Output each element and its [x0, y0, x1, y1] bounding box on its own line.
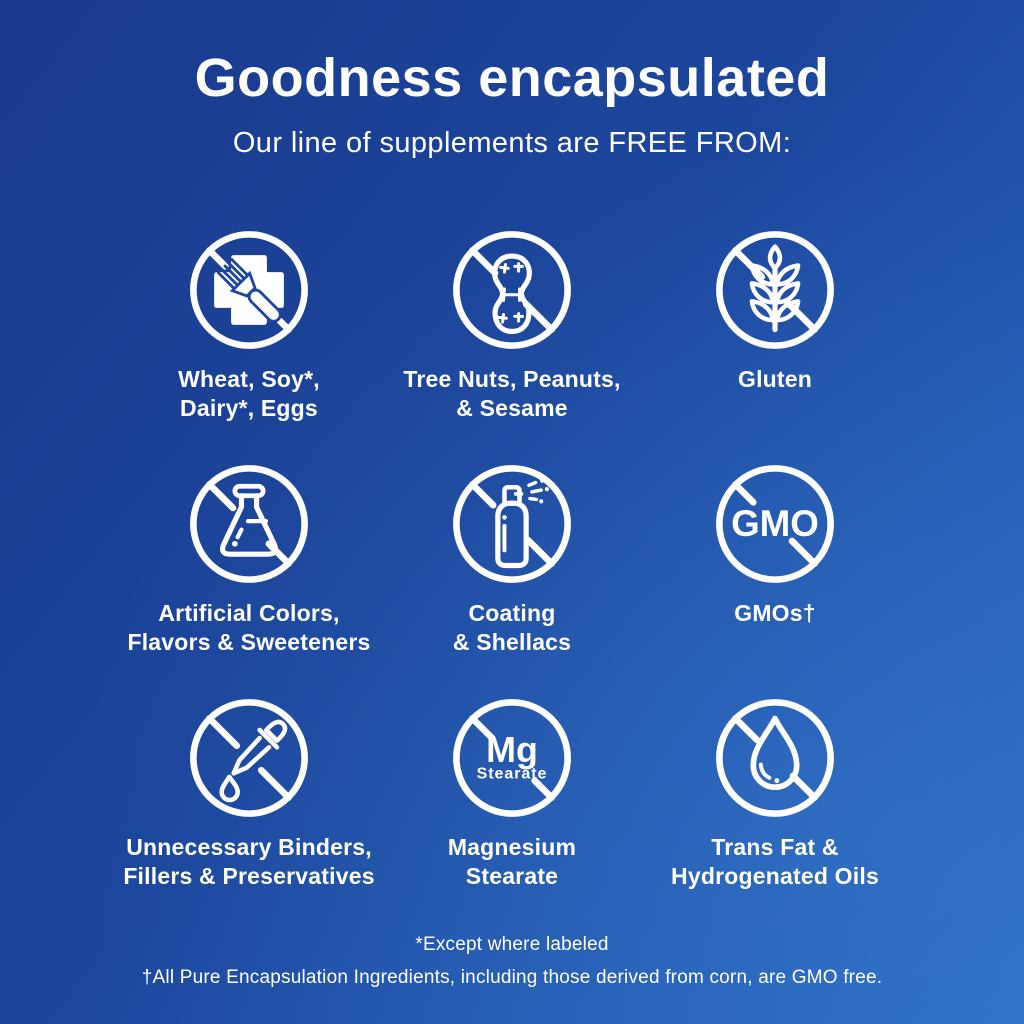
footnote-dagger: †All Pure Encapsulation Ingredients, inc… [141, 967, 883, 988]
mg-badge-subtext: Stearate [477, 764, 548, 782]
item-tree-nuts-peanuts-sesame: Tree Nuts, Peanuts, & Sesame [381, 224, 644, 458]
no-oil-drop-icon [716, 698, 834, 817]
item-label: Trans Fat & Hydrogenated Oils [671, 833, 879, 889]
item-label: GMOs† [734, 599, 816, 626]
item-label: Coating & Shellacs [452, 599, 572, 655]
no-peanut-icon [453, 230, 571, 349]
footnote-asterisk: *Except where labeled [415, 934, 609, 955]
item-gmos: GMO GMOs† [644, 458, 907, 692]
item-label: Gluten [737, 365, 813, 392]
item-unnecessary-binders-fillers-preservatives: Unnecessary Binders, Fillers & Preservat… [118, 692, 381, 926]
item-magnesium-stearate: Mg Stearate Magnesium Stearate [381, 692, 644, 926]
page-subtitle: Our line of supplements are FREE FROM: [232, 126, 792, 159]
item-label: Unnecessary Binders, Fillers & Preservat… [123, 833, 375, 889]
mg-badge-text: Mg [486, 729, 538, 769]
item-artificial-colors-flavors-sweeteners: Artificial Colors, Flavors & Sweeteners [118, 458, 381, 692]
item-coating-shellacs: Coating & Shellacs [381, 458, 644, 692]
item-gluten: Gluten [644, 224, 907, 458]
no-spray-can-icon [453, 464, 571, 583]
no-dropper-icon [190, 698, 308, 817]
no-flask-icon [190, 464, 308, 583]
item-wheat-soy-dairy-eggs: Wheat, Soy*, Dairy*, Eggs [118, 224, 381, 458]
footnotes: *Except where labeled †All Pure Encapsul… [0, 934, 1024, 1000]
item-trans-fat-hydrogenated-oils: Trans Fat & Hydrogenated Oils [644, 692, 907, 926]
item-label: Magnesium Stearate [447, 833, 577, 889]
page-title: Goodness encapsulated [194, 48, 830, 108]
no-gmo-icon: GMO [716, 464, 834, 583]
free-from-grid: Wheat, Soy*, Dairy*, Eggs Tree Nuts, Pea… [117, 224, 907, 926]
header: Goodness encapsulated Our line of supple… [0, 0, 1024, 160]
item-label: Artificial Colors, Flavors & Sweeteners [127, 599, 371, 655]
no-mg-stearate-icon: Mg Stearate [453, 698, 571, 817]
item-label: Tree Nuts, Peanuts, & Sesame [403, 365, 621, 421]
no-allergens-cross-fork-icon [190, 230, 308, 349]
item-label: Wheat, Soy*, Dairy*, Eggs [178, 365, 320, 421]
gmo-badge-text: GMO [731, 503, 819, 544]
no-wheat-icon [716, 230, 834, 349]
